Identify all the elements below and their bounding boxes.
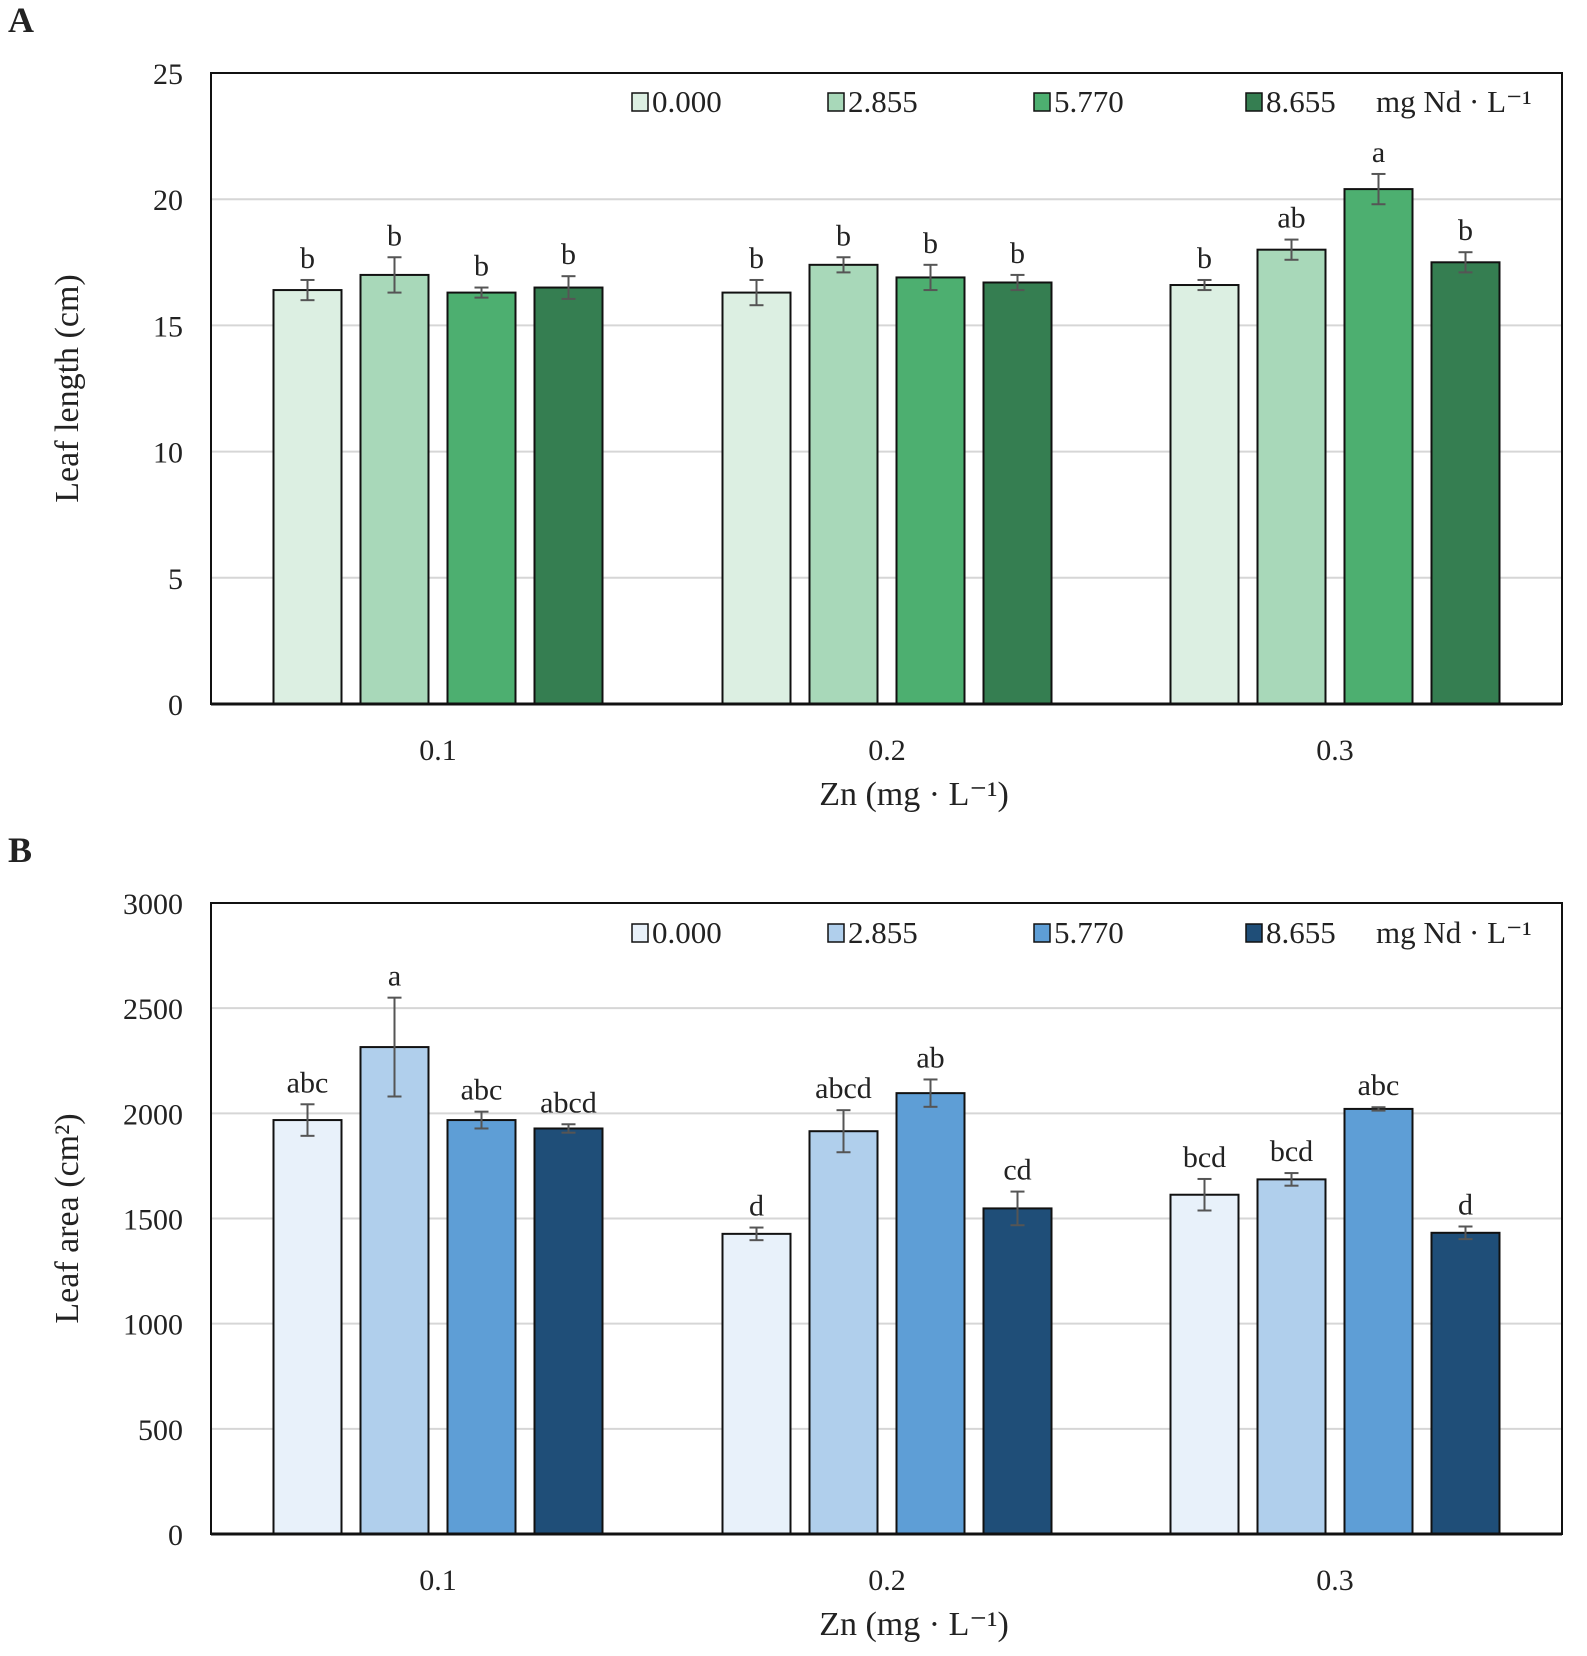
x-tick-label: 0.2	[868, 734, 906, 767]
bar	[1256, 1178, 1327, 1536]
bar	[895, 276, 966, 705]
legend-swatch	[1033, 92, 1051, 112]
bar	[1343, 1107, 1414, 1536]
x-tick-label: 0.1	[419, 734, 457, 767]
significance-letter: b	[923, 227, 938, 260]
significance-letter: cd	[1003, 1154, 1031, 1187]
y-tick-label: 0	[168, 689, 183, 722]
legend-swatch	[631, 923, 649, 943]
legend-swatch	[1245, 923, 1263, 943]
y-tick-label: 3000	[123, 888, 183, 921]
bar	[1169, 1193, 1240, 1535]
bar	[895, 1092, 966, 1536]
y-tick-label: 2000	[123, 1098, 183, 1131]
significance-letter: ab	[1277, 202, 1305, 235]
x-tick-label: 0.3	[1316, 1564, 1354, 1597]
panel-label: A	[8, 0, 34, 40]
significance-letter: b	[387, 219, 402, 252]
significance-letter: abc	[1358, 1069, 1400, 1102]
significance-letter: ab	[916, 1041, 944, 1074]
significance-letter: d	[1458, 1188, 1473, 1221]
bar	[982, 281, 1053, 705]
significance-letter: b	[836, 219, 851, 252]
legend-label: 8.655	[1266, 84, 1336, 119]
bar	[1343, 188, 1414, 705]
bar	[721, 291, 792, 705]
bar	[808, 1130, 879, 1535]
y-tick-label: 20	[153, 184, 183, 217]
x-axis-title: Zn (mg · L⁻¹)	[819, 776, 1009, 813]
bar	[1430, 261, 1501, 705]
legend-unit: mg Nd · L⁻¹	[1376, 84, 1532, 119]
significance-letter: b	[1010, 237, 1025, 270]
legend-label: 5.770	[1054, 84, 1124, 119]
bar	[272, 289, 343, 705]
legend-swatch	[827, 92, 845, 112]
x-tick-label: 0.1	[419, 1564, 457, 1597]
y-tick-label: 1000	[123, 1309, 183, 1342]
y-tick-label: 5	[168, 563, 183, 596]
significance-letter: abcd	[540, 1086, 597, 1119]
bar	[446, 291, 517, 705]
y-tick-label: 500	[138, 1414, 183, 1447]
legend-label: 0.000	[652, 84, 722, 119]
y-axis-title: Leaf length (cm)	[49, 274, 86, 502]
bar	[446, 1119, 517, 1535]
bar	[359, 273, 430, 705]
significance-letter: a	[388, 960, 401, 993]
legend-swatch	[631, 92, 649, 112]
x-tick-label: 0.2	[868, 1564, 906, 1597]
x-axis-title: Zn (mg · L⁻¹)	[819, 1606, 1009, 1643]
legend-label: 8.655	[1266, 915, 1336, 950]
legend-label: 2.855	[848, 84, 918, 119]
significance-letter: abcd	[815, 1072, 872, 1105]
y-tick-label: 1500	[123, 1204, 183, 1237]
bar	[272, 1119, 343, 1535]
significance-letter: b	[749, 242, 764, 275]
y-tick-label: 15	[153, 310, 183, 343]
legend-swatch	[1033, 923, 1051, 943]
legend-unit: mg Nd · L⁻¹	[1376, 915, 1532, 950]
significance-letter: abc	[287, 1066, 329, 1099]
bar	[1430, 1231, 1501, 1535]
significance-letter: abc	[461, 1074, 503, 1107]
bar	[721, 1232, 792, 1536]
legend-label: 5.770	[1054, 915, 1124, 950]
significance-letter: d	[749, 1190, 764, 1223]
bar	[533, 1127, 604, 1535]
significance-letter: b	[1458, 214, 1473, 247]
chart-b: B050010001500200025003000abcdbcdaabcdbcd…	[8, 830, 1563, 1643]
legend-label: 0.000	[652, 915, 722, 950]
x-tick-label: 0.3	[1316, 734, 1354, 767]
bar	[359, 1046, 430, 1536]
y-tick-label: 10	[153, 437, 183, 470]
significance-letter: b	[474, 250, 489, 283]
significance-letter: bcd	[1270, 1135, 1313, 1168]
bar	[1169, 284, 1240, 705]
y-tick-label: 25	[153, 58, 183, 91]
panel-label: B	[8, 830, 32, 870]
bar	[808, 263, 879, 705]
significance-letter: b	[1197, 242, 1212, 275]
significance-letter: b	[300, 242, 315, 275]
legend-label: 2.855	[848, 915, 918, 950]
bar	[533, 286, 604, 705]
legend-swatch	[1245, 92, 1263, 112]
significance-letter: b	[561, 238, 576, 271]
legend-swatch	[827, 923, 845, 943]
y-tick-label: 2500	[123, 993, 183, 1026]
y-axis-title: Leaf area (cm²)	[49, 1113, 86, 1323]
bar	[982, 1207, 1053, 1536]
y-tick-label: 0	[168, 1519, 183, 1552]
significance-letter: a	[1372, 136, 1385, 169]
bar	[1256, 248, 1327, 705]
significance-letter: bcd	[1183, 1141, 1226, 1174]
